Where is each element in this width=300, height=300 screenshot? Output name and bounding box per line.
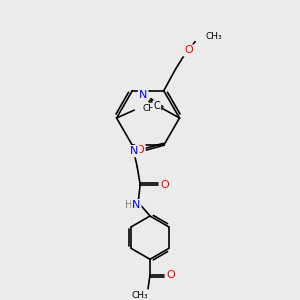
Text: O: O <box>184 45 193 56</box>
Text: O: O <box>136 145 145 155</box>
Text: H: H <box>125 200 132 210</box>
Text: CH₃: CH₃ <box>205 32 222 41</box>
Text: N: N <box>130 146 139 156</box>
Text: N: N <box>132 200 140 210</box>
Text: CH₃: CH₃ <box>142 103 159 112</box>
Text: O: O <box>166 270 175 280</box>
Text: C: C <box>154 101 160 111</box>
Text: N: N <box>139 90 147 100</box>
Text: CH₃: CH₃ <box>132 291 148 300</box>
Text: O: O <box>160 180 169 190</box>
